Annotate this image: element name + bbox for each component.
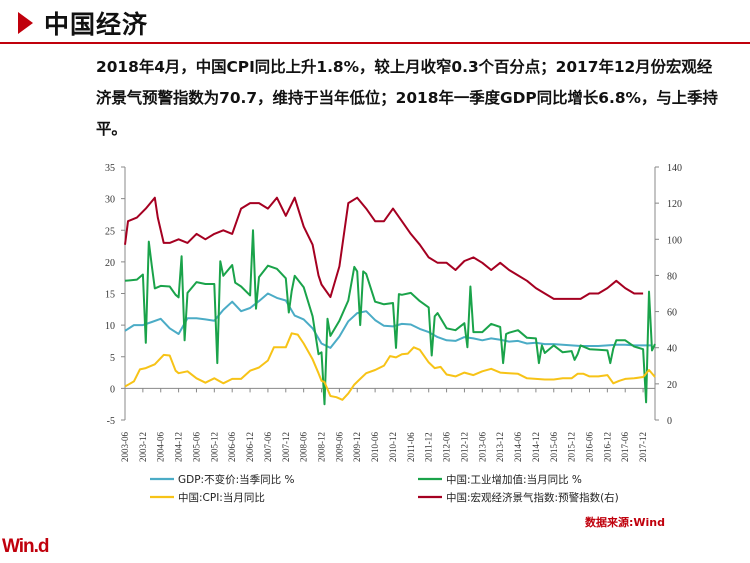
x-tick-label: 2004-06 [156, 432, 166, 462]
x-tick-label: 2011-12 [424, 432, 434, 462]
source-note: 数据来源:Wind [585, 516, 666, 529]
y-left-tick-label: 30 [105, 195, 115, 206]
x-tick-label: 2011-06 [406, 432, 416, 462]
x-tick-label: 2006-12 [245, 432, 255, 462]
page-title: 中国经济 [44, 10, 149, 39]
x-tick-label: 2009-06 [334, 432, 344, 462]
y-right-tick-label: 100 [667, 235, 682, 246]
y-left-tick-label: 5 [110, 353, 115, 364]
x-tick-label: 2014-12 [531, 432, 541, 462]
y-left-tick-label: 25 [105, 226, 115, 237]
x-tick-label: 2012-12 [459, 432, 469, 462]
x-tick-label: 2010-06 [370, 432, 380, 462]
y-right-tick-label: 20 [667, 380, 677, 391]
header-divider [0, 42, 750, 44]
x-tick-label: 2008-12 [317, 432, 327, 462]
x-tick-label: 2004-12 [174, 432, 184, 462]
y-right-tick-label: 0 [667, 416, 672, 427]
series-line-0 [124, 292, 652, 349]
y-left-tick-label: 0 [110, 384, 115, 395]
x-tick-label: 2003-12 [138, 432, 148, 462]
y-left-tick-label: -5 [107, 416, 115, 427]
wind-logo: Win.d [2, 536, 50, 557]
macro-line-chart: -5 0 5 10 15 20 25 30 35 0 20 40 60 80 100 120 140 2003-0… [105, 163, 682, 504]
x-tick-label: 2017-12 [638, 432, 648, 462]
header-bar: 中国经济 [0, 0, 750, 48]
x-tick-label: 2010-12 [388, 432, 398, 462]
series-line-2 [124, 332, 656, 401]
legend-label-3: 中国:宏观经济景气指数:预警指数(右) [446, 491, 619, 504]
x-tick-label: 2007-06 [263, 432, 273, 462]
x-tick-label: 2017-06 [620, 432, 630, 462]
x-tick-label: 2008-06 [299, 432, 309, 462]
legend-label-0: GDP:不变价:当季同比 % [178, 473, 294, 486]
x-tick-label: 2005-06 [191, 432, 201, 462]
y-left-tick-label: 15 [105, 290, 115, 301]
y-left-tick-label: 10 [105, 321, 115, 332]
y-left-tick-label: 35 [105, 163, 115, 174]
x-tick-label: 2012-06 [442, 432, 452, 462]
y-left-tick-label: 20 [105, 258, 115, 269]
x-tick-label: 2015-06 [549, 432, 559, 462]
y-right-tick-label: 80 [667, 271, 677, 282]
legend-label-1: 中国:工业增加值:当月同比 % [446, 473, 582, 486]
x-tick-label: 2005-12 [209, 432, 219, 462]
y-right-tick-label: 120 [667, 199, 682, 210]
series-line-3 [124, 196, 644, 300]
legend-label-2: 中国:CPI:当月同比 [178, 491, 265, 504]
x-tick-label: 2016-06 [584, 432, 594, 462]
y-right-tick-label: 60 [667, 308, 677, 319]
x-tick-label: 2013-12 [495, 432, 505, 462]
x-tick-label: 2009-12 [352, 432, 362, 462]
y-right-tick-label: 40 [667, 344, 677, 355]
x-tick-label: 2014-06 [513, 432, 523, 462]
summary-text: 2018年4月，中国CPI同比上升1.8%，较上月收窄0.3个百分点；2017年… [96, 58, 718, 138]
series-line-1 [124, 229, 656, 406]
x-tick-label: 2007-12 [281, 432, 291, 462]
x-tick-label: 2006-06 [227, 432, 237, 462]
x-tick-label: 2016-12 [602, 432, 612, 462]
x-tick-label: 2015-12 [567, 432, 577, 462]
x-tick-label: 2013-06 [477, 432, 487, 462]
x-tick-label: 2003-06 [120, 432, 130, 462]
y-right-tick-label: 140 [667, 163, 682, 174]
header-triangle-icon [18, 12, 33, 34]
